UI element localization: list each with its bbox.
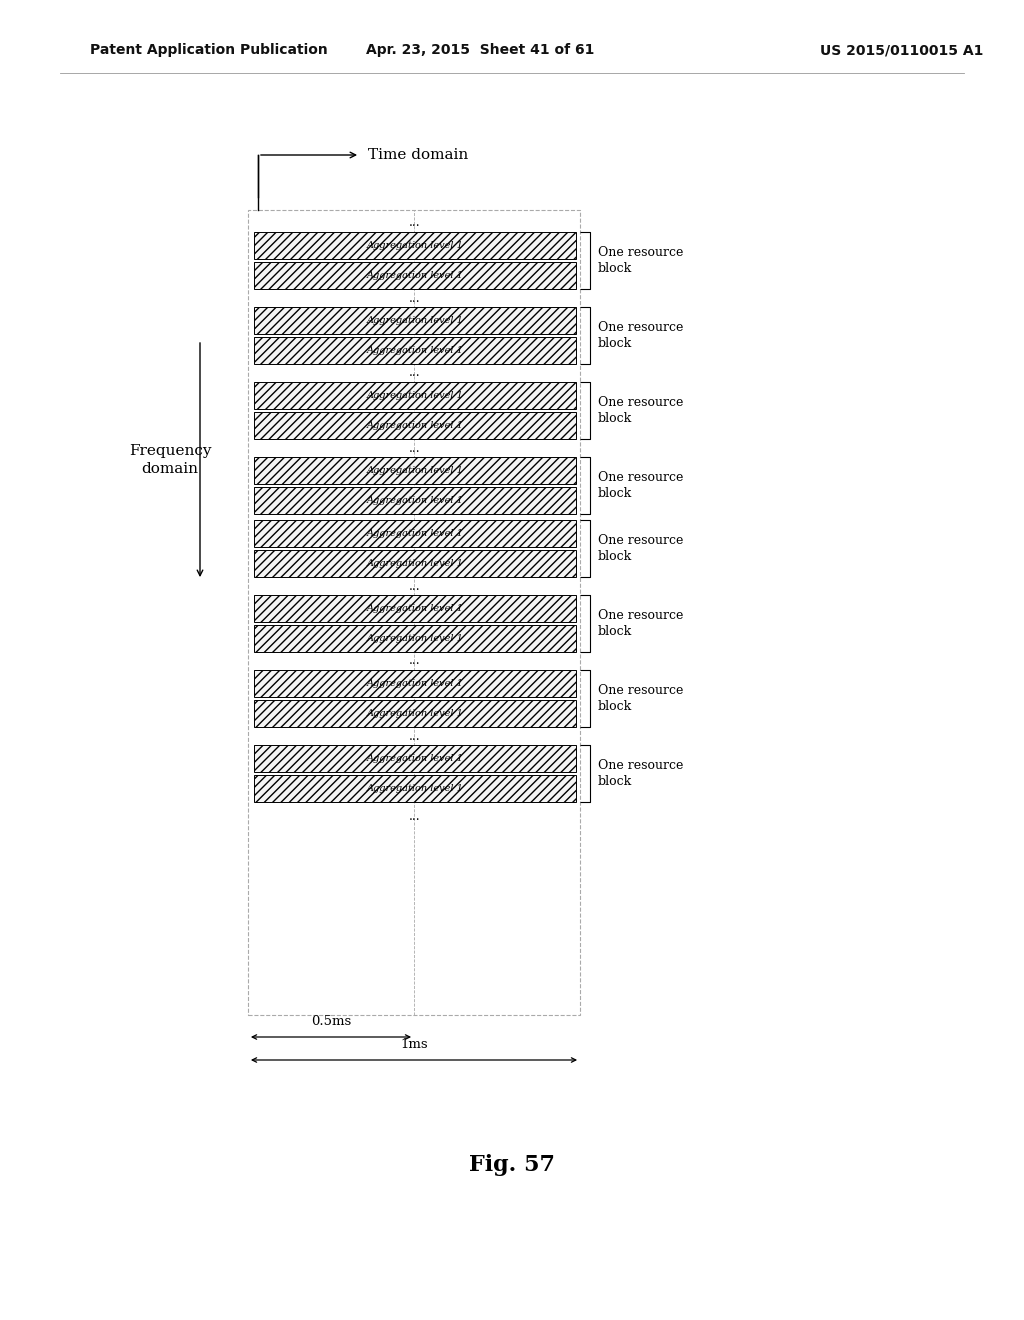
Bar [254, 457, 575, 484]
Text: Fig. 57: Fig. 57 [469, 1154, 555, 1176]
Text: 1ms: 1ms [400, 1038, 428, 1051]
Text: Time domain: Time domain [368, 148, 468, 162]
Text: ...: ... [410, 367, 421, 380]
Text: Aggregation level 1: Aggregation level 1 [367, 754, 464, 763]
Text: Aggregation level 1: Aggregation level 1 [367, 346, 464, 355]
Bar [254, 700, 575, 727]
Text: Aggregation level 1: Aggregation level 1 [367, 315, 464, 325]
Bar [254, 337, 575, 364]
Text: Aggregation level 1: Aggregation level 1 [367, 391, 464, 400]
Text: Aggregation level 1: Aggregation level 1 [367, 558, 464, 568]
Text: Aggregation level 1: Aggregation level 1 [367, 421, 464, 430]
Text: Frequency
domain: Frequency domain [129, 444, 211, 477]
Text: Aggregation level 1: Aggregation level 1 [367, 529, 464, 539]
Bar [254, 624, 575, 652]
Bar [254, 412, 575, 440]
Bar [254, 520, 575, 546]
Bar [254, 550, 575, 577]
Text: Aggregation level 1: Aggregation level 1 [367, 678, 464, 688]
Text: One resource
block: One resource block [598, 684, 683, 713]
Text: ...: ... [410, 579, 421, 593]
Bar [254, 381, 575, 409]
Text: Aggregation level 1: Aggregation level 1 [367, 784, 464, 793]
Bar [254, 232, 575, 259]
Text: ...: ... [410, 810, 421, 824]
Text: One resource
block: One resource block [598, 759, 683, 788]
Bar [254, 595, 575, 622]
Bar [254, 744, 575, 772]
Bar [254, 261, 575, 289]
Bar [254, 775, 575, 803]
Bar [254, 671, 575, 697]
Text: One resource
block: One resource block [598, 246, 683, 275]
Text: One resource
block: One resource block [598, 609, 683, 638]
Bar [248, 210, 580, 1015]
Text: Aggregation level 1: Aggregation level 1 [367, 271, 464, 280]
Text: One resource
block: One resource block [598, 321, 683, 350]
Text: Aggregation level 1: Aggregation level 1 [367, 709, 464, 718]
Text: ...: ... [410, 655, 421, 668]
Text: 0.5ms: 0.5ms [311, 1015, 351, 1028]
Bar [254, 487, 575, 513]
Text: Aggregation level 1: Aggregation level 1 [367, 634, 464, 643]
Text: Aggregation level 1: Aggregation level 1 [367, 242, 464, 249]
Text: ...: ... [410, 441, 421, 454]
Text: Aggregation level 1: Aggregation level 1 [367, 605, 464, 612]
Text: Apr. 23, 2015  Sheet 41 of 61: Apr. 23, 2015 Sheet 41 of 61 [366, 44, 594, 57]
Text: ...: ... [410, 216, 421, 230]
Text: One resource
block: One resource block [598, 471, 683, 500]
Text: One resource
block: One resource block [598, 535, 683, 564]
Text: Aggregation level 1: Aggregation level 1 [367, 466, 464, 475]
Text: ...: ... [410, 730, 421, 742]
Text: ...: ... [410, 292, 421, 305]
Text: Patent Application Publication: Patent Application Publication [90, 44, 328, 57]
Bar [254, 308, 575, 334]
Text: One resource
block: One resource block [598, 396, 683, 425]
Text: Aggregation level 1: Aggregation level 1 [367, 496, 464, 506]
Text: US 2015/0110015 A1: US 2015/0110015 A1 [820, 44, 983, 57]
